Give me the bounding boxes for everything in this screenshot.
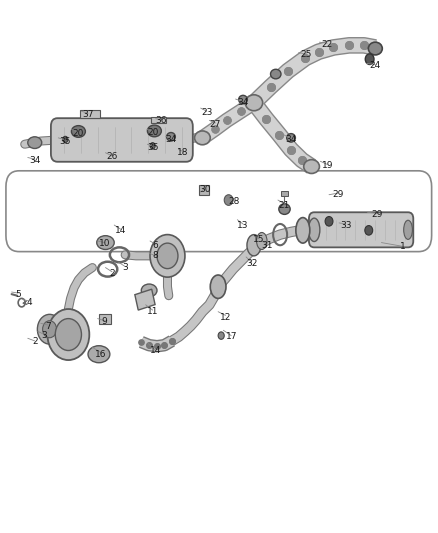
Text: 8: 8: [153, 252, 159, 260]
Text: 21: 21: [279, 201, 290, 210]
Ellipse shape: [404, 220, 413, 239]
Bar: [135, 289, 155, 310]
Text: 16: 16: [95, 350, 107, 359]
Circle shape: [63, 136, 68, 143]
Text: 24: 24: [370, 61, 381, 70]
Bar: [281, 191, 288, 196]
Text: 12: 12: [220, 312, 231, 321]
Bar: [80, 110, 100, 118]
Text: 3: 3: [122, 263, 128, 272]
Text: 34: 34: [285, 135, 297, 144]
Text: 23: 23: [201, 108, 212, 117]
Bar: [151, 117, 166, 124]
Text: 14: 14: [150, 346, 161, 355]
Circle shape: [150, 235, 185, 277]
Text: 7: 7: [45, 321, 51, 330]
Ellipse shape: [368, 42, 382, 55]
Ellipse shape: [279, 204, 290, 214]
Text: 2: 2: [109, 269, 115, 278]
Text: 19: 19: [321, 161, 333, 170]
FancyBboxPatch shape: [309, 212, 413, 247]
Text: 29: 29: [332, 190, 343, 199]
Text: 34: 34: [165, 135, 177, 144]
Circle shape: [365, 225, 373, 235]
Text: 27: 27: [210, 119, 221, 128]
Ellipse shape: [166, 133, 175, 141]
Ellipse shape: [141, 284, 157, 297]
Text: 10: 10: [99, 239, 110, 248]
Ellipse shape: [308, 218, 320, 241]
Ellipse shape: [296, 217, 310, 243]
Ellipse shape: [28, 137, 42, 149]
Ellipse shape: [239, 95, 247, 104]
Ellipse shape: [271, 69, 281, 79]
Text: 33: 33: [340, 221, 351, 230]
Text: 35: 35: [147, 143, 159, 152]
Ellipse shape: [148, 125, 161, 137]
Ellipse shape: [287, 134, 295, 142]
Circle shape: [218, 332, 224, 340]
Ellipse shape: [88, 346, 110, 363]
Text: 32: 32: [246, 260, 258, 268]
Text: 29: 29: [371, 210, 383, 219]
FancyBboxPatch shape: [51, 118, 193, 162]
Text: 13: 13: [237, 221, 249, 230]
Ellipse shape: [245, 95, 263, 111]
Bar: [199, 185, 209, 195]
Text: 9: 9: [102, 317, 107, 326]
Text: 14: 14: [115, 226, 127, 235]
Ellipse shape: [210, 275, 226, 298]
Circle shape: [37, 314, 62, 344]
Ellipse shape: [71, 126, 85, 138]
Text: 15: 15: [254, 236, 265, 245]
Ellipse shape: [194, 131, 210, 145]
Bar: [99, 314, 111, 324]
Ellipse shape: [97, 236, 114, 249]
Text: 35: 35: [60, 136, 71, 146]
Circle shape: [47, 309, 89, 360]
Text: 25: 25: [300, 51, 312, 59]
Text: 3: 3: [42, 331, 47, 340]
Text: 2: 2: [32, 337, 38, 346]
Circle shape: [157, 243, 178, 269]
Text: 31: 31: [261, 241, 273, 250]
Text: 36: 36: [155, 116, 167, 125]
Text: 20: 20: [73, 129, 84, 138]
Text: 34: 34: [29, 156, 40, 165]
Text: 17: 17: [226, 332, 237, 341]
Text: 6: 6: [153, 241, 159, 250]
Text: 1: 1: [399, 242, 405, 251]
Text: 18: 18: [177, 148, 189, 157]
Text: 30: 30: [199, 185, 211, 194]
Text: 20: 20: [148, 128, 159, 137]
Circle shape: [365, 54, 374, 64]
Text: 26: 26: [106, 152, 118, 161]
Circle shape: [150, 143, 155, 149]
Text: 22: 22: [321, 40, 333, 49]
Text: 28: 28: [229, 197, 240, 206]
Circle shape: [224, 195, 233, 205]
Ellipse shape: [257, 232, 267, 249]
Text: 5: 5: [15, 289, 21, 298]
Circle shape: [325, 216, 333, 226]
Text: 4: 4: [26, 298, 32, 307]
Ellipse shape: [304, 160, 319, 173]
Circle shape: [42, 321, 57, 338]
Text: 34: 34: [237, 98, 249, 107]
Text: 11: 11: [147, 307, 159, 316]
Text: 37: 37: [82, 110, 94, 119]
Ellipse shape: [247, 235, 261, 256]
Circle shape: [55, 319, 81, 351]
